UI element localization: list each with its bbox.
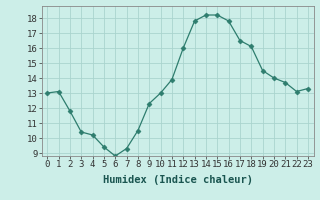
X-axis label: Humidex (Indice chaleur): Humidex (Indice chaleur): [103, 175, 252, 185]
